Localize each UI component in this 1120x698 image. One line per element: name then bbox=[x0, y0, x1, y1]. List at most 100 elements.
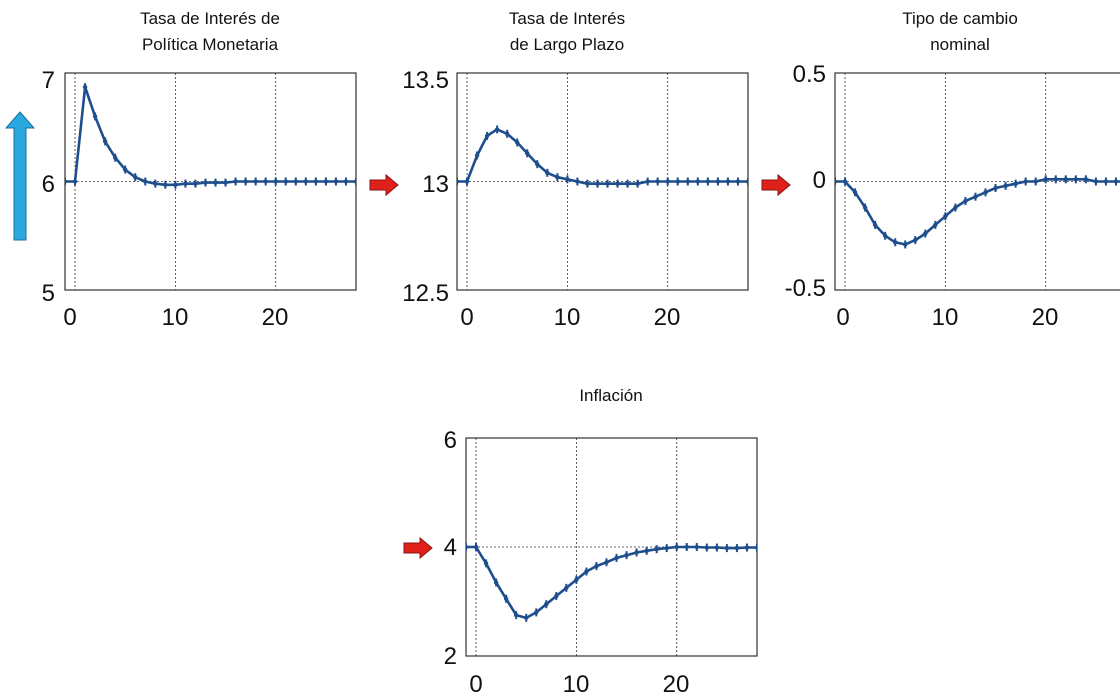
y-tick-label: 7 bbox=[42, 67, 55, 94]
series-group bbox=[466, 543, 757, 622]
x-tick-label: 10 bbox=[554, 304, 581, 331]
x-tick-label: 20 bbox=[654, 304, 681, 331]
data-point bbox=[173, 182, 178, 187]
chart-title-line-2: de Largo Plazo bbox=[510, 35, 624, 54]
data-point bbox=[1043, 177, 1048, 182]
data-point bbox=[203, 180, 208, 185]
data-point bbox=[574, 577, 579, 582]
data-point bbox=[534, 610, 539, 615]
data-point bbox=[213, 180, 218, 185]
data-point bbox=[102, 139, 108, 144]
data-point bbox=[313, 179, 319, 184]
y-tick-label: 0.5 bbox=[793, 61, 826, 88]
data-point bbox=[273, 179, 278, 184]
data-point bbox=[1013, 181, 1018, 186]
data-point bbox=[973, 194, 978, 199]
data-point bbox=[675, 179, 680, 184]
data-point bbox=[724, 545, 730, 551]
data-point bbox=[585, 181, 590, 186]
series-line bbox=[835, 178, 1120, 246]
data-point bbox=[494, 127, 500, 132]
data-point bbox=[82, 84, 88, 90]
data-point bbox=[664, 545, 669, 551]
data-point bbox=[923, 231, 928, 236]
data-point bbox=[575, 179, 580, 184]
data-point bbox=[484, 133, 490, 139]
data-point bbox=[862, 205, 868, 210]
data-point bbox=[852, 190, 858, 195]
data-point bbox=[1003, 183, 1008, 189]
data-point bbox=[565, 177, 570, 182]
x-tick-label: 20 bbox=[663, 671, 690, 698]
x-tick-label: 20 bbox=[1032, 304, 1059, 331]
data-point bbox=[634, 550, 639, 555]
up-arrow-icon bbox=[4, 111, 36, 241]
data-point bbox=[615, 181, 620, 186]
chart-title-line-1: Inflación bbox=[579, 386, 642, 405]
data-point bbox=[605, 181, 610, 186]
series-group bbox=[835, 175, 1120, 249]
data-point bbox=[893, 240, 898, 245]
data-point bbox=[503, 596, 509, 601]
chart-title-line-1: Tipo de cambio bbox=[902, 9, 1018, 28]
data-point bbox=[554, 593, 559, 599]
data-point bbox=[123, 167, 128, 172]
data-point bbox=[595, 181, 600, 186]
data-point bbox=[555, 174, 560, 180]
data-point bbox=[343, 179, 349, 184]
data-point bbox=[695, 179, 701, 184]
data-point bbox=[1103, 179, 1109, 184]
x-tick-label: 10 bbox=[563, 671, 590, 698]
x-tick-label: 20 bbox=[262, 304, 289, 331]
data-point bbox=[734, 545, 740, 551]
data-point bbox=[842, 179, 848, 184]
data-point bbox=[625, 181, 630, 186]
data-point bbox=[1093, 179, 1099, 184]
data-point bbox=[1053, 177, 1058, 182]
plot-frame bbox=[834, 72, 1120, 291]
y-tick-label: -0.5 bbox=[785, 275, 826, 302]
data-point bbox=[654, 546, 659, 552]
data-point bbox=[1023, 179, 1028, 184]
chart-title-line-1: Tasa de Interés de bbox=[140, 9, 280, 28]
data-point bbox=[545, 170, 550, 176]
x-tick-label: 0 bbox=[836, 304, 849, 331]
y-tick-label: 13.5 bbox=[402, 67, 449, 94]
data-point bbox=[564, 585, 569, 591]
right-arrow-icon bbox=[403, 536, 433, 560]
x-tick-label: 0 bbox=[63, 304, 76, 331]
grid bbox=[835, 73, 1120, 290]
data-point bbox=[744, 545, 750, 550]
indicator-arrows bbox=[4, 111, 791, 560]
x-tick-label: 0 bbox=[460, 304, 473, 331]
data-point bbox=[953, 205, 958, 210]
data-point bbox=[243, 179, 248, 184]
data-point bbox=[143, 179, 148, 184]
panel-exchange-rate: Tipo de cambio nominal 0.5 0 -0.5 0 10 2… bbox=[785, 9, 1120, 331]
data-point bbox=[1073, 177, 1079, 182]
data-point bbox=[644, 548, 649, 554]
x-tick-label: 0 bbox=[469, 671, 482, 698]
series-group bbox=[65, 83, 356, 189]
data-point bbox=[112, 155, 118, 160]
y-tick-label: 0 bbox=[813, 167, 826, 194]
data-point bbox=[1033, 179, 1038, 184]
y-tick-label: 6 bbox=[42, 171, 55, 198]
data-point bbox=[223, 180, 228, 185]
y-tick-label: 12.5 bbox=[402, 280, 449, 307]
data-point bbox=[515, 140, 520, 145]
data-point bbox=[1083, 177, 1089, 182]
data-point bbox=[714, 545, 720, 550]
data-point bbox=[353, 179, 356, 184]
data-point bbox=[645, 179, 650, 184]
data-point bbox=[333, 179, 339, 184]
data-point bbox=[655, 179, 660, 184]
chart-title-line-1: Tasa de Interés bbox=[509, 9, 625, 28]
data-point bbox=[1063, 177, 1068, 182]
data-point bbox=[233, 179, 238, 184]
y-tick-label: 6 bbox=[444, 427, 457, 454]
panel-inflation: Inflación 6 4 2 0 10 20 bbox=[444, 386, 758, 698]
data-point bbox=[835, 179, 838, 184]
data-point bbox=[735, 179, 741, 184]
